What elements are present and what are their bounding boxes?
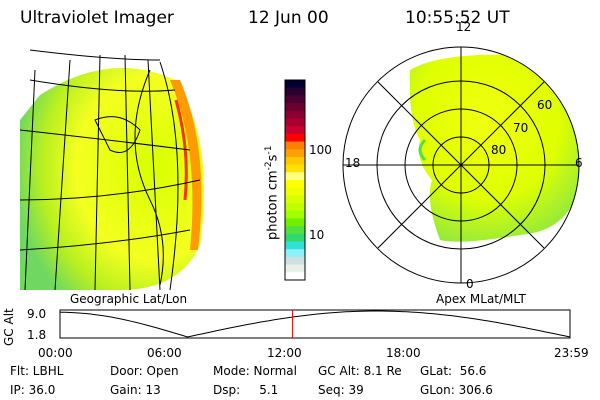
glat-status: GLat: 56.6 (420, 364, 487, 378)
colorbar-tick-100: 100 (309, 143, 332, 157)
date-label: 12 Jun 00 (248, 8, 329, 28)
lat-lon-grid (19, 49, 201, 291)
mlt-6-label: 6 (575, 156, 583, 170)
time-tick-0: 00:00 (38, 346, 73, 360)
geographic-image (19, 49, 205, 291)
colorbar-band (285, 241, 305, 250)
colorbar-tick-10: 10 (309, 228, 325, 242)
polar-plot (342, 46, 580, 284)
colorbar-band (285, 118, 305, 127)
time-tick-2: 12:00 (267, 346, 302, 360)
colorbar-band (285, 133, 305, 143)
mlt-0-label: 0 (466, 277, 474, 291)
colorbar-band (285, 256, 305, 266)
mlt-12-label: 12 (456, 20, 472, 34)
instrument-title: Ultraviolet Imager (20, 8, 174, 28)
colorbar-unit-label: photon cm-2s-1 (264, 145, 281, 240)
altitude-tick-min: 1.8 (27, 328, 47, 342)
colorbar (285, 80, 305, 281)
colorbar-band (285, 95, 305, 104)
gain-status: Gain: 13 (110, 383, 161, 397)
lat-60-label: 60 (537, 98, 553, 112)
gc-alt-status: GC Alt: 8.1 Re (318, 364, 402, 378)
colorbar-band (285, 180, 305, 189)
colorbar-band (285, 80, 305, 89)
filter-status: Flt: LBHL (10, 364, 64, 378)
colorbar-band (285, 164, 305, 173)
colorbar-band (285, 172, 305, 181)
colorbar-band (285, 126, 305, 135)
glon-status: GLon: 306.6 (420, 383, 493, 397)
colorbar-band (285, 110, 305, 119)
colorbar-band (285, 218, 305, 227)
lat-70-label: 70 (513, 121, 529, 135)
time-tick-1: 06:00 (147, 346, 182, 360)
colorbar-band (285, 264, 305, 273)
colorbar-band (285, 203, 305, 212)
colorbar-band (285, 103, 305, 112)
mlt-18-label: 18 (345, 156, 361, 170)
altitude-axis-label: GC Alt (2, 308, 16, 346)
colorbar-band (285, 210, 305, 219)
ip-status: IP: 36.0 (10, 383, 56, 397)
mode-status: Mode: Normal (213, 364, 297, 378)
altitude-plot (59, 309, 571, 339)
colorbar-band (285, 149, 305, 158)
door-status: Door: Open (110, 364, 179, 378)
dsp-status: Dsp: 5.1 (213, 383, 279, 397)
colorbar-band (285, 156, 305, 166)
colorbar-band (285, 233, 305, 243)
time-label: 10:55:52 UT (405, 8, 510, 28)
colorbar-band (285, 272, 305, 281)
lat-80-label: 80 (491, 143, 507, 157)
left-panel-label: Geographic Lat/Lon (70, 292, 187, 306)
colorbar-band (285, 187, 305, 196)
time-tick-4: 23:59 (554, 346, 589, 360)
right-panel-label: Apex MLat/MLT (436, 292, 526, 306)
altitude-tick-max: 9.0 (27, 307, 47, 321)
colorbar-band (285, 226, 305, 235)
colorbar-band (285, 87, 305, 96)
seq-status: Seq: 39 (318, 383, 364, 397)
colorbar-band (285, 195, 305, 204)
colorbar-band (285, 249, 305, 258)
time-tick-3: 18:00 (386, 346, 421, 360)
colorbar-band (285, 141, 305, 150)
